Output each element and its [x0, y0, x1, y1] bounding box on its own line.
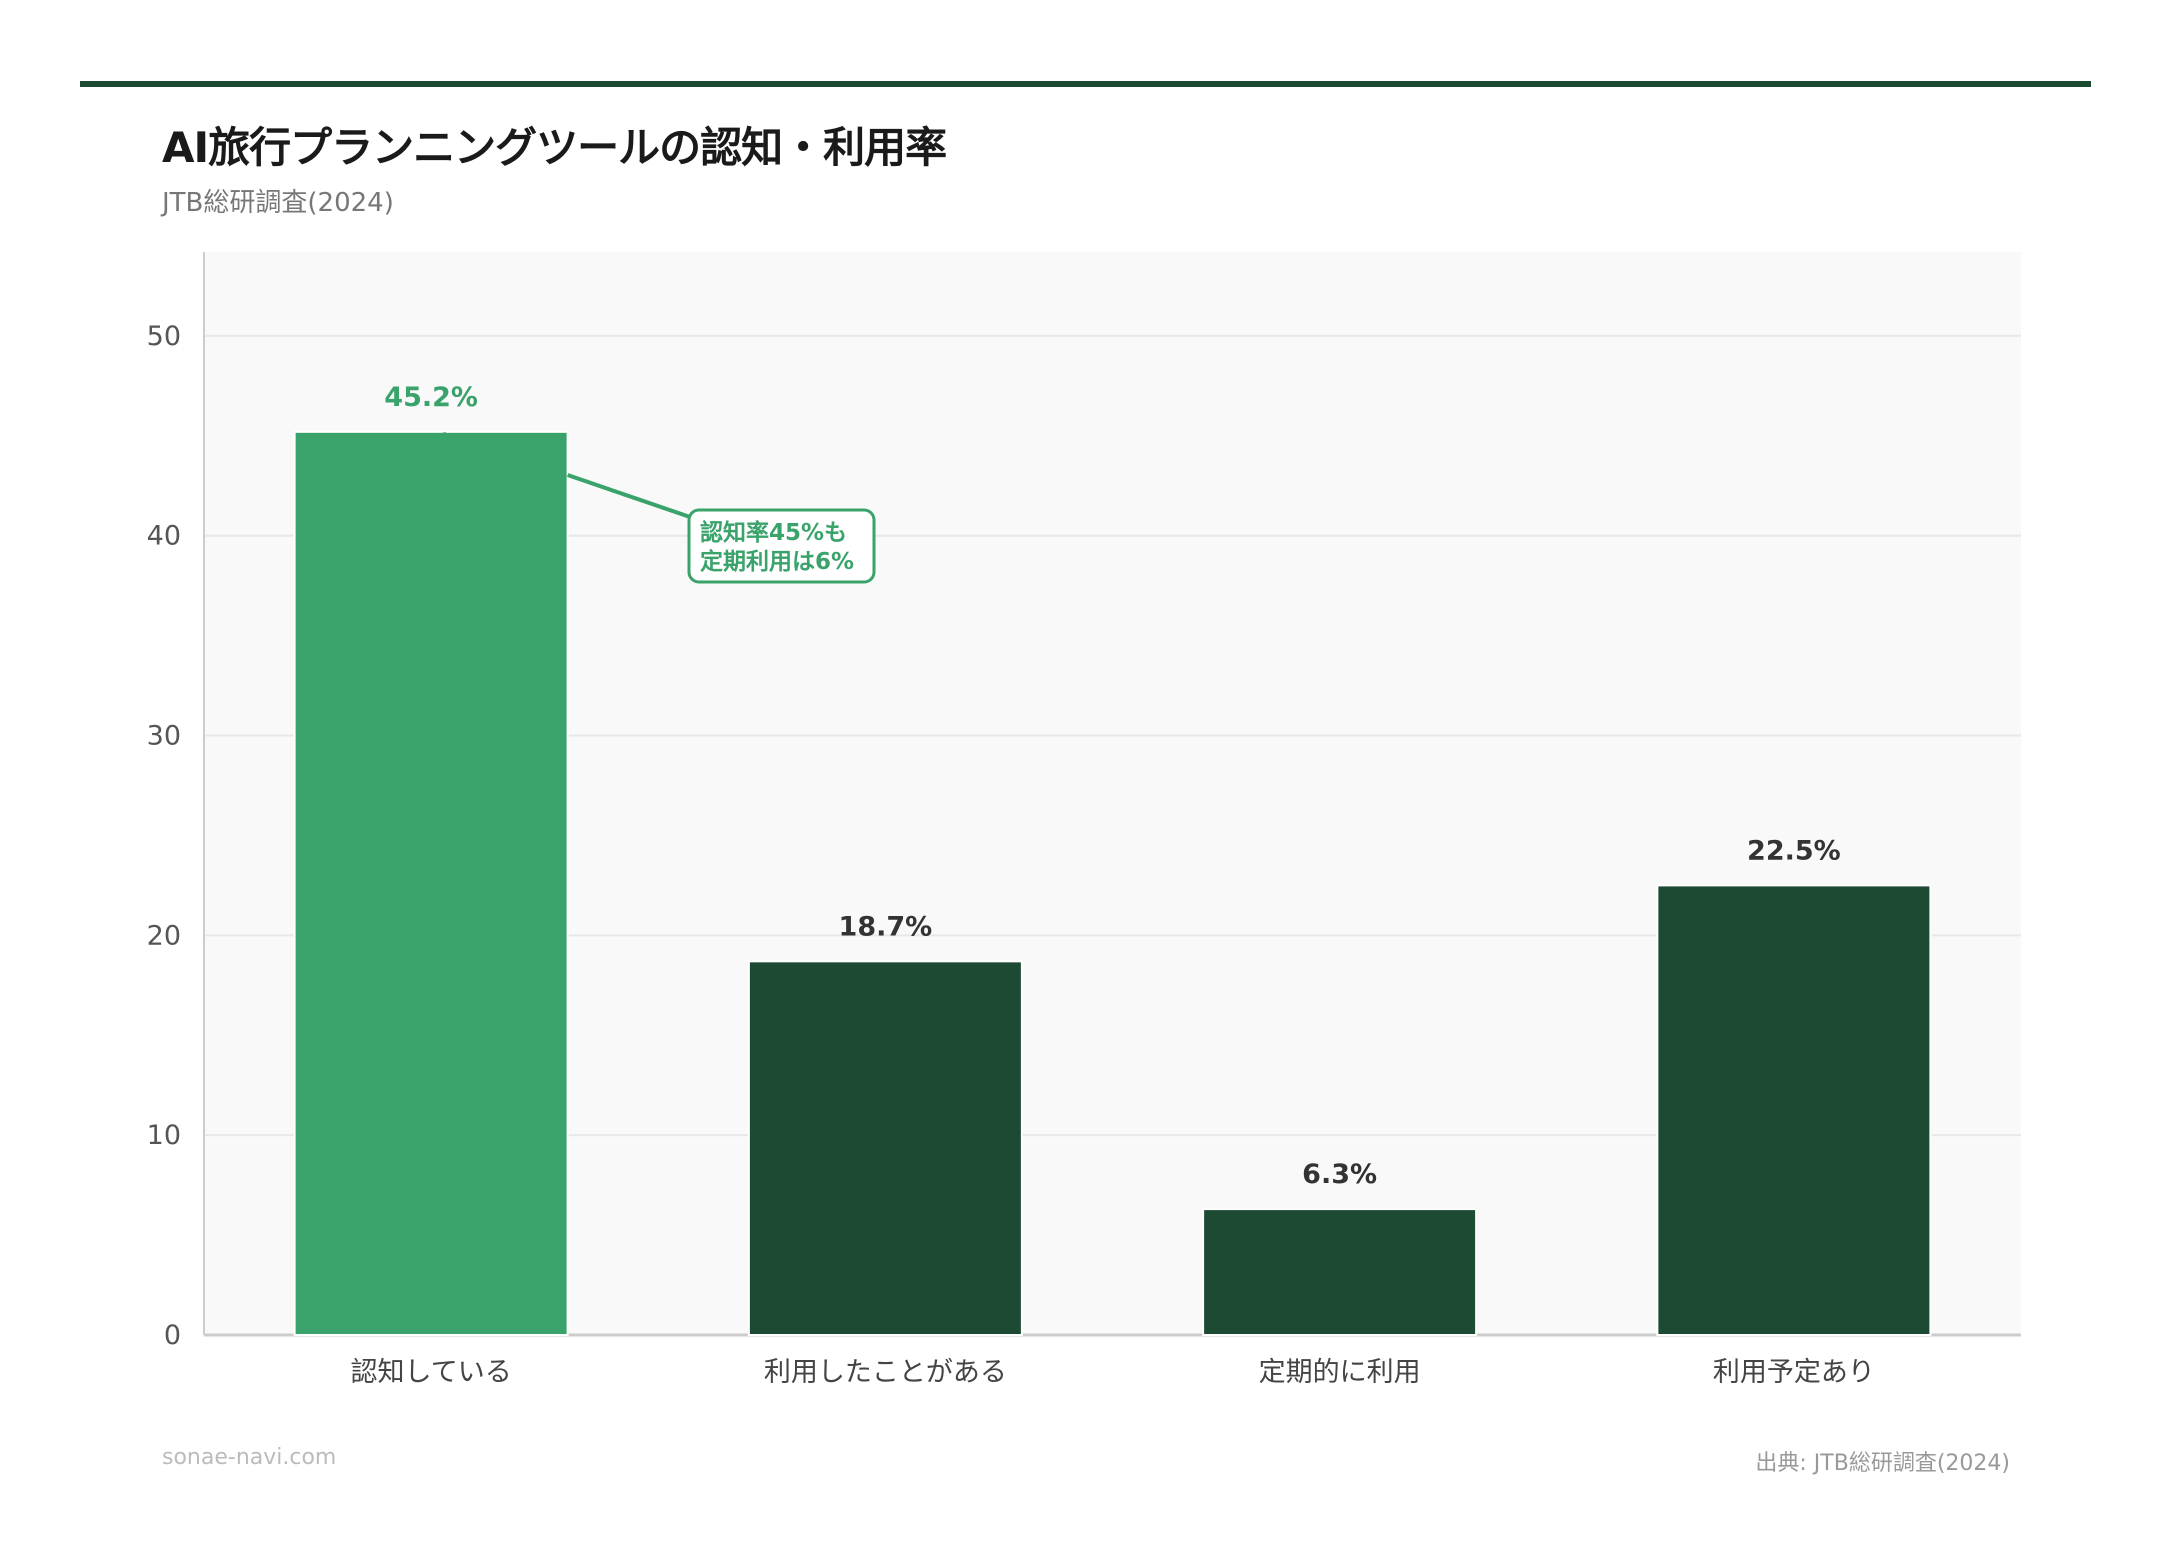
x-category-label: 利用予定あり	[1713, 1357, 1875, 1388]
annotation-box	[687, 508, 876, 584]
bar	[293, 430, 569, 1337]
x-category-label: 定期的に利用	[1259, 1357, 1421, 1388]
value-label: 6.3%	[1302, 1159, 1377, 1190]
site-credit: sonae-navi.com	[162, 1445, 337, 1470]
x-category-label: 認知している	[351, 1357, 512, 1388]
y-tick-label: 10	[147, 1120, 181, 1151]
annotation-text: 認知率45%も	[700, 519, 847, 546]
chart-subtitle: JTB総研調査(2024)	[162, 188, 394, 218]
y-tick-label: 30	[147, 721, 181, 752]
x-category-label: 利用したことがある	[764, 1357, 1007, 1388]
bar	[747, 960, 1023, 1336]
value-label: 45.2%	[384, 382, 478, 413]
annotation-arrow-icon	[432, 432, 446, 438]
source-credit: 出典: JTB総研調査(2024)	[1755, 1451, 2010, 1476]
chart-title: AI旅行プランニングツールの認知・利用率	[162, 123, 947, 172]
annotation-leader-line	[566, 473, 691, 519]
y-tick-label: 50	[147, 321, 181, 352]
annotation-text: 定期利用は6%	[700, 548, 854, 575]
y-tick-label: 20	[147, 920, 181, 951]
bar	[1656, 884, 1932, 1336]
y-tick-label: 0	[164, 1320, 181, 1351]
y-tick-label: 40	[147, 521, 181, 552]
top-accent-line	[80, 81, 2091, 87]
bar	[1202, 1208, 1478, 1336]
value-label: 22.5%	[1747, 835, 1841, 866]
value-label: 18.7%	[839, 911, 933, 942]
